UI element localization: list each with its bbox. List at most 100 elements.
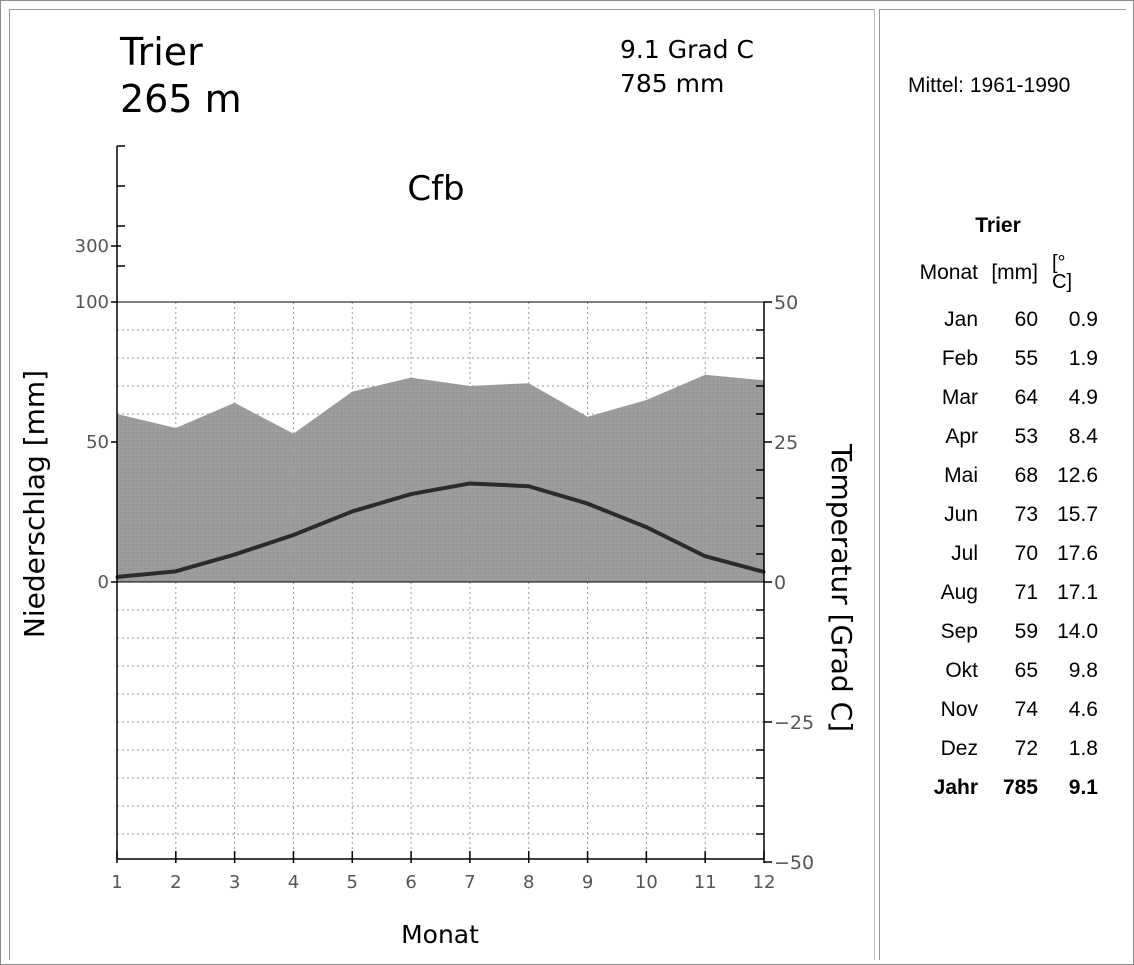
table-cell-month: Feb — [941, 346, 978, 370]
temperature-point — [586, 502, 590, 506]
table-cell-month: Okt — [945, 658, 978, 682]
table-cell-temp: 17.6 — [1057, 541, 1098, 565]
table-cell-precip: 68 — [1014, 463, 1038, 487]
left-tick-label: 100 — [75, 292, 109, 313]
x-tick-label: 4 — [288, 872, 299, 893]
temperature-point — [350, 509, 354, 513]
table-cell-temp: 12.6 — [1057, 463, 1098, 487]
table-cell-precip: 53 — [1014, 424, 1038, 448]
table-row: Jul 70 17.6 — [898, 534, 1098, 573]
table-cell-month: Jan — [944, 307, 978, 331]
temperature-point — [644, 525, 648, 529]
table-row: Dez 72 1.8 — [898, 729, 1098, 768]
table-cell-month: Nov — [940, 697, 978, 721]
table-cell-temp: 17.1 — [1057, 580, 1098, 604]
table-cell-month: Jul — [951, 541, 978, 565]
table-cell-precip: 59 — [1014, 619, 1038, 643]
annual-temperature: 9.1 Grad C — [620, 35, 754, 64]
total-cell-temp: 9.1 — [1068, 775, 1098, 799]
x-tick-label: 10 — [635, 872, 658, 893]
table-header-row: Monat [mm] [° C] — [898, 246, 1098, 300]
table-cell-month: Mai — [944, 463, 978, 487]
climate-chart-panel: Trier 265 m 9.1 Grad C 785 mm Cfb Monat … — [9, 9, 875, 960]
table-cell-precip: 55 — [1014, 346, 1038, 370]
table-cell-month: Dez — [940, 736, 978, 760]
table-cell-temp: 4.6 — [1068, 697, 1098, 721]
temperature-point — [703, 554, 707, 558]
table-row: Aug 71 17.1 — [898, 573, 1098, 612]
table-row: Mar 64 4.9 — [898, 378, 1098, 417]
right-tick-label: −50 — [774, 852, 814, 874]
y-axis-label-left: Niederschlag [mm] — [18, 370, 51, 638]
table-cell-temp: 8.4 — [1068, 424, 1098, 448]
table-cell-month: Jun — [944, 502, 978, 526]
station-name: Trier — [119, 30, 203, 74]
table-cell-precip: 70 — [1014, 541, 1038, 565]
x-tick-label: 7 — [464, 872, 475, 893]
climate-chart: Trier 265 m 9.1 Grad C 785 mm Cfb Monat … — [18, 30, 858, 949]
station-elevation: 265 m — [120, 77, 242, 121]
left-tick-label: 50 — [86, 432, 109, 453]
y-axis-label-right: Temperatur [Grad C] — [825, 443, 858, 732]
total-cell-month: Jahr — [933, 775, 978, 799]
temperature-point — [527, 484, 531, 488]
x-tick-label: 11 — [694, 872, 717, 893]
table-title-row: Trier — [898, 206, 1098, 246]
table-row: Sep 59 14.0 — [898, 612, 1098, 651]
x-tick-label: 1 — [111, 872, 122, 893]
x-tick-label: 12 — [753, 872, 776, 893]
table-cell-temp: 1.8 — [1068, 736, 1098, 760]
table-cell-precip: 60 — [1014, 307, 1038, 331]
table-row: Mai 68 12.6 — [898, 456, 1098, 495]
table-cell-month: Apr — [945, 424, 978, 448]
total-cell-precip: 785 — [1002, 775, 1038, 799]
table-cell-temp: 9.8 — [1068, 658, 1098, 682]
table-cell-precip: 71 — [1014, 580, 1038, 604]
table-row: Jun 73 15.7 — [898, 495, 1098, 534]
table-cell-precip: 74 — [1014, 697, 1038, 721]
x-tick-label: 9 — [582, 872, 593, 893]
x-tick-label: 6 — [405, 872, 416, 893]
left-tick-label: 300 — [75, 236, 109, 257]
table-cell-temp: 4.9 — [1068, 385, 1098, 409]
climate-table-panel: Mittel: 1961-1990 Trier Monat [mm] [° C]… — [879, 9, 1126, 960]
right-tick-label: 0 — [774, 572, 786, 594]
table-cell-precip: 64 — [1014, 385, 1038, 409]
left-tick-label: 0 — [98, 572, 109, 593]
x-tick-label: 5 — [347, 872, 358, 893]
temperature-point — [174, 569, 178, 573]
table-cell-temp: 0.9 — [1068, 307, 1098, 331]
table-cell-precip: 65 — [1014, 658, 1038, 682]
period-label: Mittel: 1961-1990 — [908, 74, 1071, 97]
table-row: Nov 74 4.6 — [898, 690, 1098, 729]
table-row: Feb 55 1.9 — [898, 339, 1098, 378]
right-tick-label: −25 — [774, 712, 814, 734]
x-tick-label: 3 — [229, 872, 240, 893]
climate-table: Trier Monat [mm] [° C] Jan 60 0.9 Feb 55 1.9 M… — [898, 206, 1098, 807]
table-cell-month: Mar — [941, 385, 978, 409]
table-row: Okt 65 9.8 — [898, 651, 1098, 690]
x-tick-label: 2 — [170, 872, 181, 893]
table-cell-precip: 72 — [1014, 736, 1038, 760]
climate-classification: Cfb — [407, 169, 464, 209]
table-cell-month: Sep — [940, 619, 978, 643]
table-cell-precip: 73 — [1014, 502, 1038, 526]
temperature-point — [233, 553, 237, 557]
header-temp-text: [° C] — [1052, 252, 1072, 293]
header-precip: [mm] — [991, 261, 1038, 284]
temperature-point — [409, 492, 413, 496]
annual-precipitation: 785 mm — [620, 69, 724, 98]
table-cell-temp: 1.9 — [1068, 346, 1098, 370]
x-tick-label: 8 — [523, 872, 534, 893]
temperature-point — [291, 533, 295, 537]
right-tick-label: 25 — [774, 432, 798, 454]
table-cell-temp: 15.7 — [1057, 502, 1098, 526]
header-temp: [° C] — [1048, 246, 1098, 300]
right-tick-label: 50 — [774, 292, 798, 314]
x-axis-label: Monat — [401, 920, 479, 949]
precipitation-area — [117, 374, 764, 582]
table-row: Jan 60 0.9 — [898, 300, 1098, 339]
table-row: Apr 53 8.4 — [898, 417, 1098, 456]
temperature-line — [116, 481, 765, 579]
